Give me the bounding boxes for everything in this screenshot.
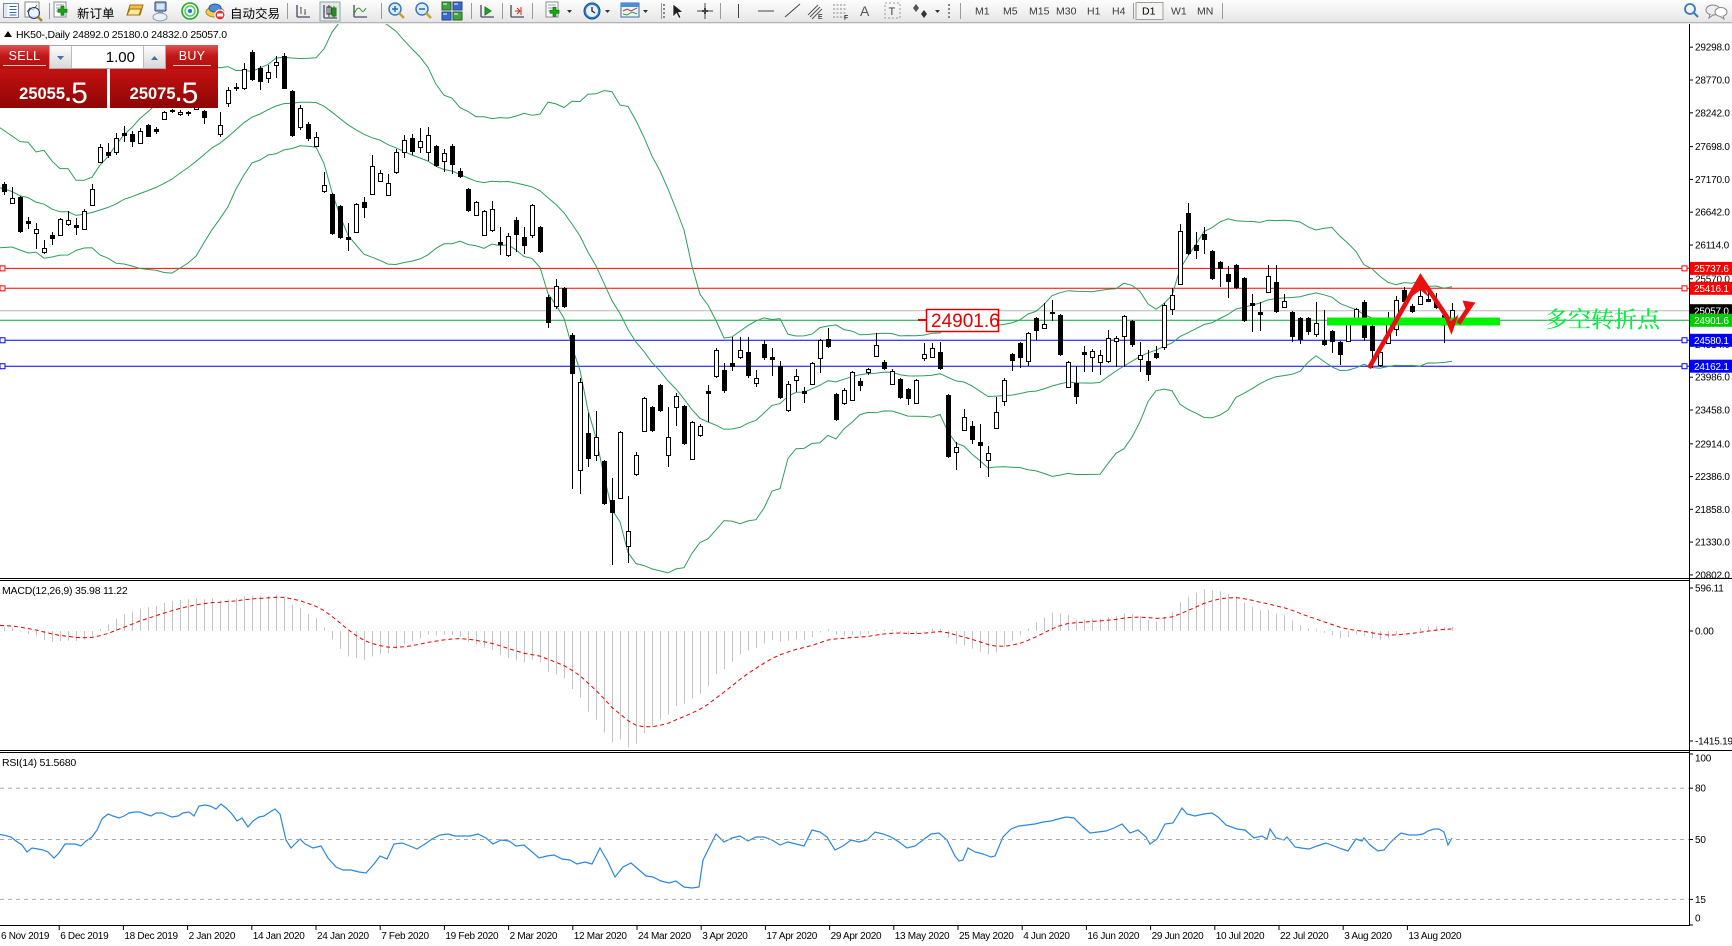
svg-text:2 Jan 2020: 2 Jan 2020 [189,931,236,942]
svg-text:12 Mar 2020: 12 Mar 2020 [574,931,628,942]
svg-text:24 Jan 2020: 24 Jan 2020 [317,931,369,942]
svg-text:17 Apr 2020: 17 Apr 2020 [766,931,817,942]
svg-text:10 Jul 2020: 10 Jul 2020 [1216,931,1265,942]
svg-text:20802.0: 20802.0 [1695,570,1730,581]
svg-text:18 Dec 2019: 18 Dec 2019 [124,931,178,942]
svg-text:0: 0 [1695,914,1701,925]
svg-text:28242.0: 28242.0 [1695,108,1730,119]
svg-text:-1415.19: -1415.19 [1695,737,1732,748]
svg-text:A: A [860,3,870,19]
svg-text:M15: M15 [1029,6,1050,18]
svg-text:23458.0: 23458.0 [1695,406,1730,417]
svg-text:596.11: 596.11 [1695,584,1724,595]
svg-text:26642.0: 26642.0 [1695,208,1730,219]
svg-text:24580.1: 24580.1 [1694,336,1729,347]
svg-text:80: 80 [1695,784,1706,795]
svg-text:F: F [844,15,848,22]
svg-text:19 Feb 2020: 19 Feb 2020 [445,931,499,942]
svg-text:28770.0: 28770.0 [1695,76,1730,87]
svg-text:0.00: 0.00 [1695,627,1714,638]
svg-text:24 Mar 2020: 24 Mar 2020 [638,931,692,942]
svg-text:6 Dec 2019: 6 Dec 2019 [60,931,109,942]
svg-text:MN: MN [1197,6,1213,18]
svg-text:13 Aug 2020: 13 Aug 2020 [1408,931,1462,942]
svg-text:100: 100 [1695,754,1712,765]
svg-text:E: E [818,14,823,21]
svg-text:6 Nov 2019: 6 Nov 2019 [1,931,50,942]
svg-text:27170.0: 27170.0 [1695,175,1730,186]
svg-text:M5: M5 [1003,6,1018,18]
svg-text:15: 15 [1695,895,1706,906]
svg-text:4 Jun 2020: 4 Jun 2020 [1023,931,1070,942]
svg-text:24901.6: 24901.6 [931,311,1000,332]
svg-text:25570.0: 25570.0 [1695,274,1730,285]
svg-text:24162.1: 24162.1 [1694,362,1729,373]
svg-text:22914.0: 22914.0 [1695,439,1730,450]
svg-text:25416.1: 25416.1 [1694,284,1729,295]
svg-text:29298.0: 29298.0 [1695,43,1730,54]
svg-text:50: 50 [1695,835,1706,846]
svg-text:22 Jul 2020: 22 Jul 2020 [1280,931,1329,942]
svg-text:26114.0: 26114.0 [1695,241,1730,252]
svg-text:M1: M1 [975,6,990,18]
svg-text:7 Feb 2020: 7 Feb 2020 [381,931,429,942]
svg-text:22386.0: 22386.0 [1695,472,1730,483]
svg-text:3 Aug 2020: 3 Aug 2020 [1344,931,1392,942]
svg-text:H1: H1 [1087,6,1101,18]
svg-text:27698.0: 27698.0 [1695,142,1730,153]
svg-text:M30: M30 [1056,6,1077,18]
svg-text:24901.6: 24901.6 [1694,316,1729,327]
svg-text:D1: D1 [1142,6,1156,18]
svg-text:21330.0: 21330.0 [1695,538,1730,549]
svg-text:HK50-,Daily 24892.0 25180.0 2: HK50-,Daily 24892.0 25180.0 24832.0 2505… [16,29,227,41]
svg-text:2 Mar 2020: 2 Mar 2020 [510,931,558,942]
svg-text:23986.0: 23986.0 [1695,373,1730,384]
svg-text:MACD(12,26,9) 35.98 11.22: MACD(12,26,9) 35.98 11.22 [2,585,128,597]
svg-text:13 May 2020: 13 May 2020 [895,931,950,942]
svg-text:H4: H4 [1112,6,1126,18]
svg-text:25737.6: 25737.6 [1694,264,1729,275]
svg-text:RSI(14) 51.5680: RSI(14) 51.5680 [2,757,76,769]
svg-text:21858.0: 21858.0 [1695,505,1730,516]
svg-text:W1: W1 [1171,6,1187,18]
svg-text:29 Jun 2020: 29 Jun 2020 [1152,931,1204,942]
svg-text:14 Jan 2020: 14 Jan 2020 [253,931,305,942]
svg-text:T: T [889,6,896,18]
svg-text:25 May 2020: 25 May 2020 [959,931,1014,942]
svg-text:3 Apr 2020: 3 Apr 2020 [702,931,748,942]
svg-text:25057.0: 25057.0 [1694,307,1729,318]
svg-text:16 Jun 2020: 16 Jun 2020 [1087,931,1139,942]
svg-text:29 Apr 2020: 29 Apr 2020 [831,931,882,942]
